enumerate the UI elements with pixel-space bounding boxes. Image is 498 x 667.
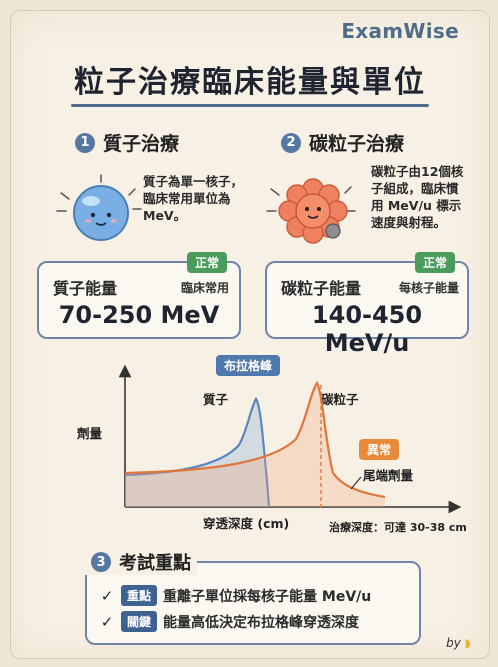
carbon-desc-line-4: 速度與射程。 bbox=[371, 215, 447, 230]
proton-dose-curve bbox=[124, 396, 271, 508]
exam-keyword-2: 關鍵 bbox=[121, 611, 158, 632]
section-number-2: 2 bbox=[281, 132, 301, 153]
infographic-page: ExamWise 粒子治療臨床能量與單位 1 質子治療 質子為單一核子， 臨床常… bbox=[10, 10, 490, 659]
exam-point-2: ✓ 關鍵 能量高低決定布拉格峰穿透深度 bbox=[99, 611, 359, 632]
bragg-peak-tag: 布拉格峰 bbox=[216, 355, 281, 376]
proton-normal-badge: 正常 bbox=[186, 252, 227, 273]
page-title: 粒子治療臨床能量與單位 bbox=[74, 65, 426, 100]
proton-section-header: 1 質子治療 bbox=[75, 129, 179, 156]
carbon-dose-area bbox=[125, 383, 385, 507]
dose-axis-label: 劑量 bbox=[77, 426, 103, 441]
proton-dose-area bbox=[125, 399, 269, 507]
carbon-energy-label: 碳粒子能量 bbox=[281, 279, 362, 298]
tail-dose-label: 尾端劑量 bbox=[363, 468, 414, 483]
title-underline bbox=[71, 104, 429, 107]
exam-keyword-1: 重點 bbox=[121, 585, 158, 606]
carbon-normal-badge: 正常 bbox=[414, 252, 455, 273]
exam-section-header: 3 考試重點 bbox=[85, 549, 197, 575]
proton-desc-line-3: MeV。 bbox=[143, 208, 187, 223]
proton-curve-label: 質子 bbox=[203, 392, 229, 407]
carbon-energy-card: 正常 碳粒子能量 每核子能量 140-450 MeV/u bbox=[265, 252, 469, 357]
proton-heading: 質子治療 bbox=[103, 133, 180, 155]
carbon-dose-curve bbox=[124, 380, 386, 499]
depth-axis-label: 穿透深度 (cm) bbox=[203, 516, 290, 531]
check-icon: ✓ bbox=[100, 612, 114, 631]
proton-energy-note: 臨床常用 bbox=[180, 281, 229, 295]
proton-desc-line-1: 質子為單一核子， bbox=[143, 174, 244, 189]
exam-point-1: ✓ 重點 重離子單位採每核子能量 MeV/u bbox=[99, 585, 371, 606]
check-icon: ✓ bbox=[100, 586, 114, 605]
exam-heading: 考試重點 bbox=[119, 553, 191, 574]
bragg-peak-diagram bbox=[118, 364, 462, 514]
abnormal-tag: 異常 bbox=[359, 439, 400, 460]
exam-point-text-1: 重離子單位採每核子能量 MeV/u bbox=[163, 588, 372, 605]
carbon-nucleus-icon bbox=[266, 178, 356, 244]
treatment-depth-note: 治療深度：可達 30-38 cm bbox=[329, 521, 467, 534]
signature-text: by bbox=[446, 636, 461, 650]
exam-point-text-2: 能量高低決定布拉格峰穿透深度 bbox=[163, 614, 360, 631]
carbon-desc-line-2: 子組成，臨床慣 bbox=[371, 181, 459, 196]
section-number-1: 1 bbox=[75, 132, 95, 153]
section-number-3: 3 bbox=[91, 552, 111, 572]
carbon-section-header: 2 碳粒子治療 bbox=[281, 129, 404, 156]
brand-logo: ExamWise bbox=[341, 19, 459, 43]
proton-ball-icon bbox=[56, 174, 142, 241]
carbon-energy-note: 每核子能量 bbox=[398, 281, 459, 295]
carbon-desc-line-1: 碳粒子由12個核 bbox=[371, 164, 464, 179]
signature: by ◗ bbox=[446, 636, 471, 650]
carbon-description: 碳粒子由12個核 子組成，臨床慣 用 MeV/u 標示 速度與射程。 bbox=[371, 163, 463, 231]
proton-description: 質子為單一核子， 臨床常用單位為 MeV。 bbox=[143, 173, 243, 224]
carbon-heading: 碳粒子治療 bbox=[309, 133, 405, 155]
proton-energy-value: 70-250 MeV bbox=[58, 301, 220, 329]
proton-energy-card: 正常 質子能量 臨床常用 70-250 MeV bbox=[37, 252, 241, 339]
carbon-curve-label: 碳粒子 bbox=[321, 392, 359, 407]
carbon-energy-value: 140-450 MeV/u bbox=[311, 301, 423, 357]
carbon-desc-line-3: 用 MeV/u 標示 bbox=[371, 198, 462, 213]
proton-desc-line-2: 臨床常用單位為 bbox=[143, 191, 231, 206]
proton-energy-label: 質子能量 bbox=[53, 279, 118, 298]
exam-points-box: 3 考試重點 ✓ 重點 重離子單位採每核子能量 MeV/u ✓ 關鍵 能量高低決… bbox=[85, 549, 421, 645]
tail-pointer bbox=[350, 476, 362, 490]
banana-icon: ◗ bbox=[464, 636, 471, 650]
